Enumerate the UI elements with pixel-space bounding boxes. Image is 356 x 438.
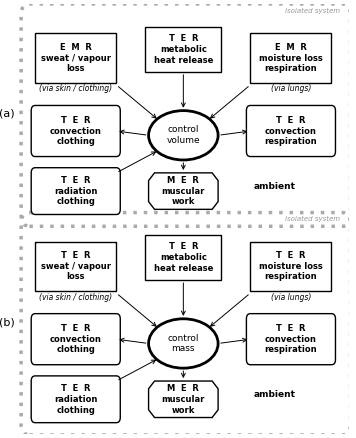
Text: T  E  R
convection
clothing: T E R convection clothing xyxy=(50,116,102,146)
Text: T  E  R
radiation
clothing: T E R radiation clothing xyxy=(54,176,98,206)
Text: E  M  R
moisture loss
respiration: E M R moisture loss respiration xyxy=(259,43,323,73)
Text: (via lungs): (via lungs) xyxy=(271,293,311,302)
FancyBboxPatch shape xyxy=(31,106,120,156)
Bar xyxy=(35,33,116,83)
FancyBboxPatch shape xyxy=(246,314,335,365)
Bar xyxy=(35,241,116,291)
Ellipse shape xyxy=(148,319,218,368)
Text: T  E  R
metabolic
heat release: T E R metabolic heat release xyxy=(154,34,213,65)
Text: ambient: ambient xyxy=(253,182,295,191)
Text: control
volume: control volume xyxy=(167,125,200,145)
FancyBboxPatch shape xyxy=(31,168,120,215)
Bar xyxy=(250,33,331,83)
Text: isolated system: isolated system xyxy=(286,216,341,223)
Text: T  E  R
convection
clothing: T E R convection clothing xyxy=(50,324,102,354)
Text: T  E  R
convection
respiration: T E R convection respiration xyxy=(265,116,317,146)
Text: T  E  R
moisture loss
respiration: T E R moisture loss respiration xyxy=(259,251,323,282)
Text: isolated system: isolated system xyxy=(286,8,341,14)
FancyBboxPatch shape xyxy=(31,314,120,365)
Bar xyxy=(250,241,331,291)
Text: (via skin / clothing): (via skin / clothing) xyxy=(39,85,112,93)
Text: T  E  R
sweat / vapour
loss: T E R sweat / vapour loss xyxy=(41,251,111,282)
Text: T  E  R
radiation
clothing: T E R radiation clothing xyxy=(54,384,98,414)
Text: M  E  R
muscular
work: M E R muscular work xyxy=(162,176,205,206)
Text: (a): (a) xyxy=(0,109,15,119)
Text: E  M  R
sweat / vapour
loss: E M R sweat / vapour loss xyxy=(41,43,111,73)
Text: T  E  R
convection
respiration: T E R convection respiration xyxy=(265,324,317,354)
Text: control
mass: control mass xyxy=(168,334,199,353)
Bar xyxy=(145,27,221,72)
FancyBboxPatch shape xyxy=(246,106,335,156)
Text: (b): (b) xyxy=(0,318,15,328)
FancyBboxPatch shape xyxy=(31,376,120,423)
Bar xyxy=(145,235,221,280)
Ellipse shape xyxy=(148,111,218,160)
Polygon shape xyxy=(148,173,218,209)
Text: M  E  R
muscular
work: M E R muscular work xyxy=(162,384,205,414)
Text: (via skin / clothing): (via skin / clothing) xyxy=(39,293,112,302)
Text: (via lungs): (via lungs) xyxy=(271,85,311,93)
Text: ambient: ambient xyxy=(253,391,295,399)
Text: T  E  R
metabolic
heat release: T E R metabolic heat release xyxy=(154,242,213,273)
Polygon shape xyxy=(148,381,218,417)
